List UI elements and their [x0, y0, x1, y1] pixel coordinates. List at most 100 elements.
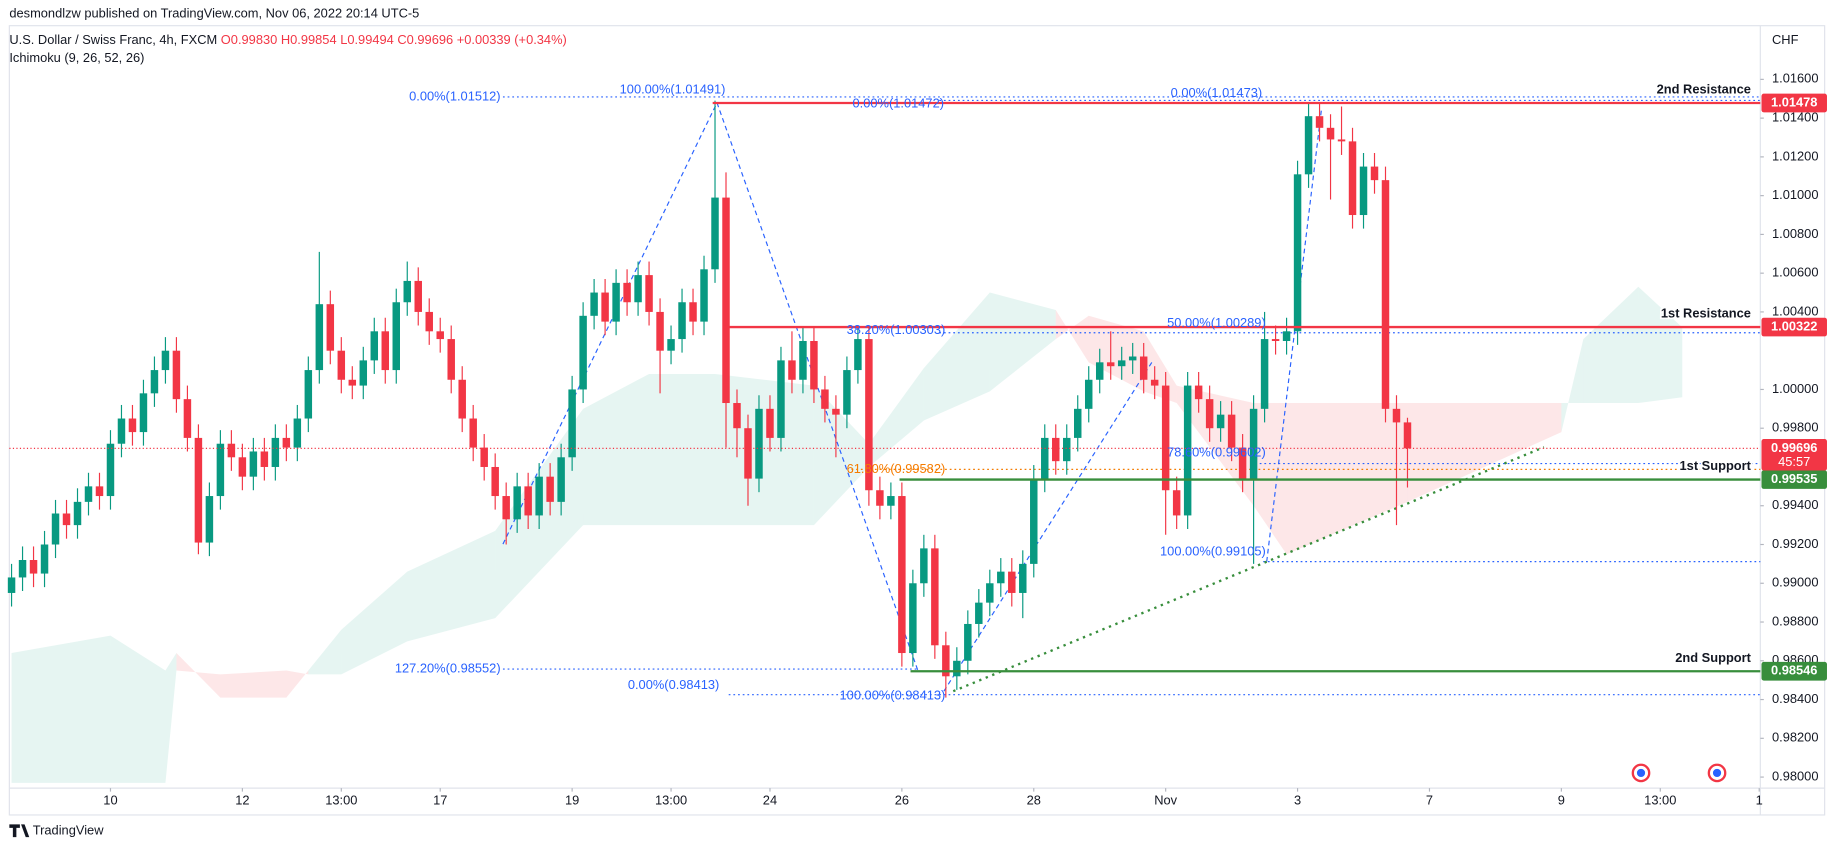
cloud-segment: [1055, 309, 1089, 363]
overlay-layer: 2nd Resistance 1st Resistance 1st Support 2…: [9, 80, 1761, 702]
candle-body: [634, 275, 642, 303]
candle-body: [216, 443, 225, 497]
candle-body: [1315, 116, 1324, 128]
y-tick-label: 0.99400: [1772, 497, 1818, 512]
candle-body: [117, 418, 126, 444]
y-tick-label: 0.98800: [1772, 613, 1818, 628]
candle-body: [447, 339, 455, 380]
candle-body: [381, 331, 390, 371]
candle-body: [1084, 379, 1093, 409]
candle-body: [150, 370, 159, 394]
candle-body: [788, 360, 796, 380]
candle-body: [876, 490, 884, 506]
candle-body: [535, 476, 543, 516]
candle-body: [1304, 116, 1313, 175]
candle-body: [1041, 437, 1049, 479]
candle-body: [1359, 166, 1368, 216]
candle-body: [1150, 379, 1159, 386]
candle-body: [348, 379, 357, 386]
candle-body: [106, 443, 115, 497]
cloud-segment: [813, 385, 869, 526]
level-name: 1st Resistance: [1661, 306, 1751, 321]
candle-body: [293, 418, 302, 448]
y-tick-label: 0.99000: [1772, 575, 1818, 590]
candle-body: [546, 476, 554, 502]
cloud-segment: [989, 292, 1056, 392]
cloud-segment: [1638, 286, 1683, 404]
candle-body: [1326, 127, 1335, 140]
cloud-segment: [407, 530, 496, 642]
candle-body: [601, 292, 609, 322]
fib-label: 50.00%(1.00289): [1167, 315, 1266, 330]
candle-body: [612, 282, 620, 322]
candle-body: [810, 341, 818, 390]
candle-body: [722, 197, 730, 404]
candle-body: [887, 496, 895, 506]
countdown-label: 45:57: [1778, 454, 1810, 469]
candle-body: [304, 370, 313, 419]
cloud-segment: [583, 373, 650, 526]
candle-body: [1128, 356, 1137, 361]
candle-body: [964, 623, 972, 661]
fib-label: 100.00%(0.98413): [840, 687, 946, 702]
y-tick-label: 1.00000: [1772, 381, 1818, 396]
frame: [8, 25, 1826, 816]
candle-body: [1337, 139, 1346, 142]
candles-layer: [7, 100, 1412, 698]
candle-body: [953, 660, 961, 677]
cloud-segment: [923, 292, 990, 421]
candle-body: [1106, 362, 1115, 367]
candle-body: [1271, 339, 1280, 342]
cloud-segment: [308, 629, 342, 675]
level-name: 1st Support: [1680, 458, 1752, 473]
candle-body: [656, 311, 664, 351]
candle-body: [1161, 385, 1170, 491]
candle-body: [73, 501, 82, 526]
candle-body: [1008, 571, 1016, 593]
y-tick-label: 1.00600: [1772, 265, 1818, 280]
level-name: 2nd Support: [1675, 650, 1751, 665]
cloud-segment: [165, 653, 177, 783]
event-icon-inner: [1712, 768, 1722, 778]
candle-body: [183, 399, 192, 438]
candle-body: [337, 350, 346, 380]
level-price-tag: [1761, 93, 1827, 113]
candle-body: [766, 408, 774, 438]
candle-body: [502, 496, 510, 520]
x-tick-label: 7: [1426, 792, 1433, 807]
x-tick-label: 9: [1558, 792, 1565, 807]
candle-body: [1095, 362, 1104, 380]
level-price-label: 1.00322: [1771, 318, 1817, 333]
candle-body: [986, 583, 994, 603]
candle-body: [843, 370, 851, 415]
candle-body: [128, 418, 137, 433]
zigzag-line: [502, 101, 919, 672]
candle-body: [205, 496, 214, 543]
level-price-tag: [1761, 470, 1827, 489]
candle-body: [359, 360, 368, 386]
cloud-segment: [715, 373, 814, 526]
candle-body: [513, 486, 521, 520]
cloud-segment: [1088, 315, 1144, 392]
candle-body: [1238, 447, 1247, 479]
ohlc-low: L0.99494: [340, 32, 394, 47]
candle-body: [95, 486, 104, 497]
fib-label: 61.80%(0.99582): [847, 461, 946, 476]
candle-body: [1205, 399, 1214, 429]
level-price-label: 0.98546: [1771, 663, 1817, 678]
candle-body: [1183, 385, 1192, 516]
cloud-segment: [1407, 403, 1562, 502]
candle-body: [282, 437, 291, 448]
y-tick-label: 1.00800: [1772, 226, 1818, 241]
level-price-label: 1.01478: [1771, 94, 1817, 109]
candle-body: [62, 513, 71, 526]
candle-body: [1260, 339, 1269, 409]
candle-body: [909, 583, 917, 654]
y-tick-label: 1.00400: [1772, 303, 1818, 318]
fib-label: 100.00%(0.99105): [1160, 544, 1266, 559]
candle-body: [326, 304, 335, 351]
candle-body: [1249, 408, 1258, 479]
fib-label: 127.20%(0.98552): [395, 660, 501, 675]
